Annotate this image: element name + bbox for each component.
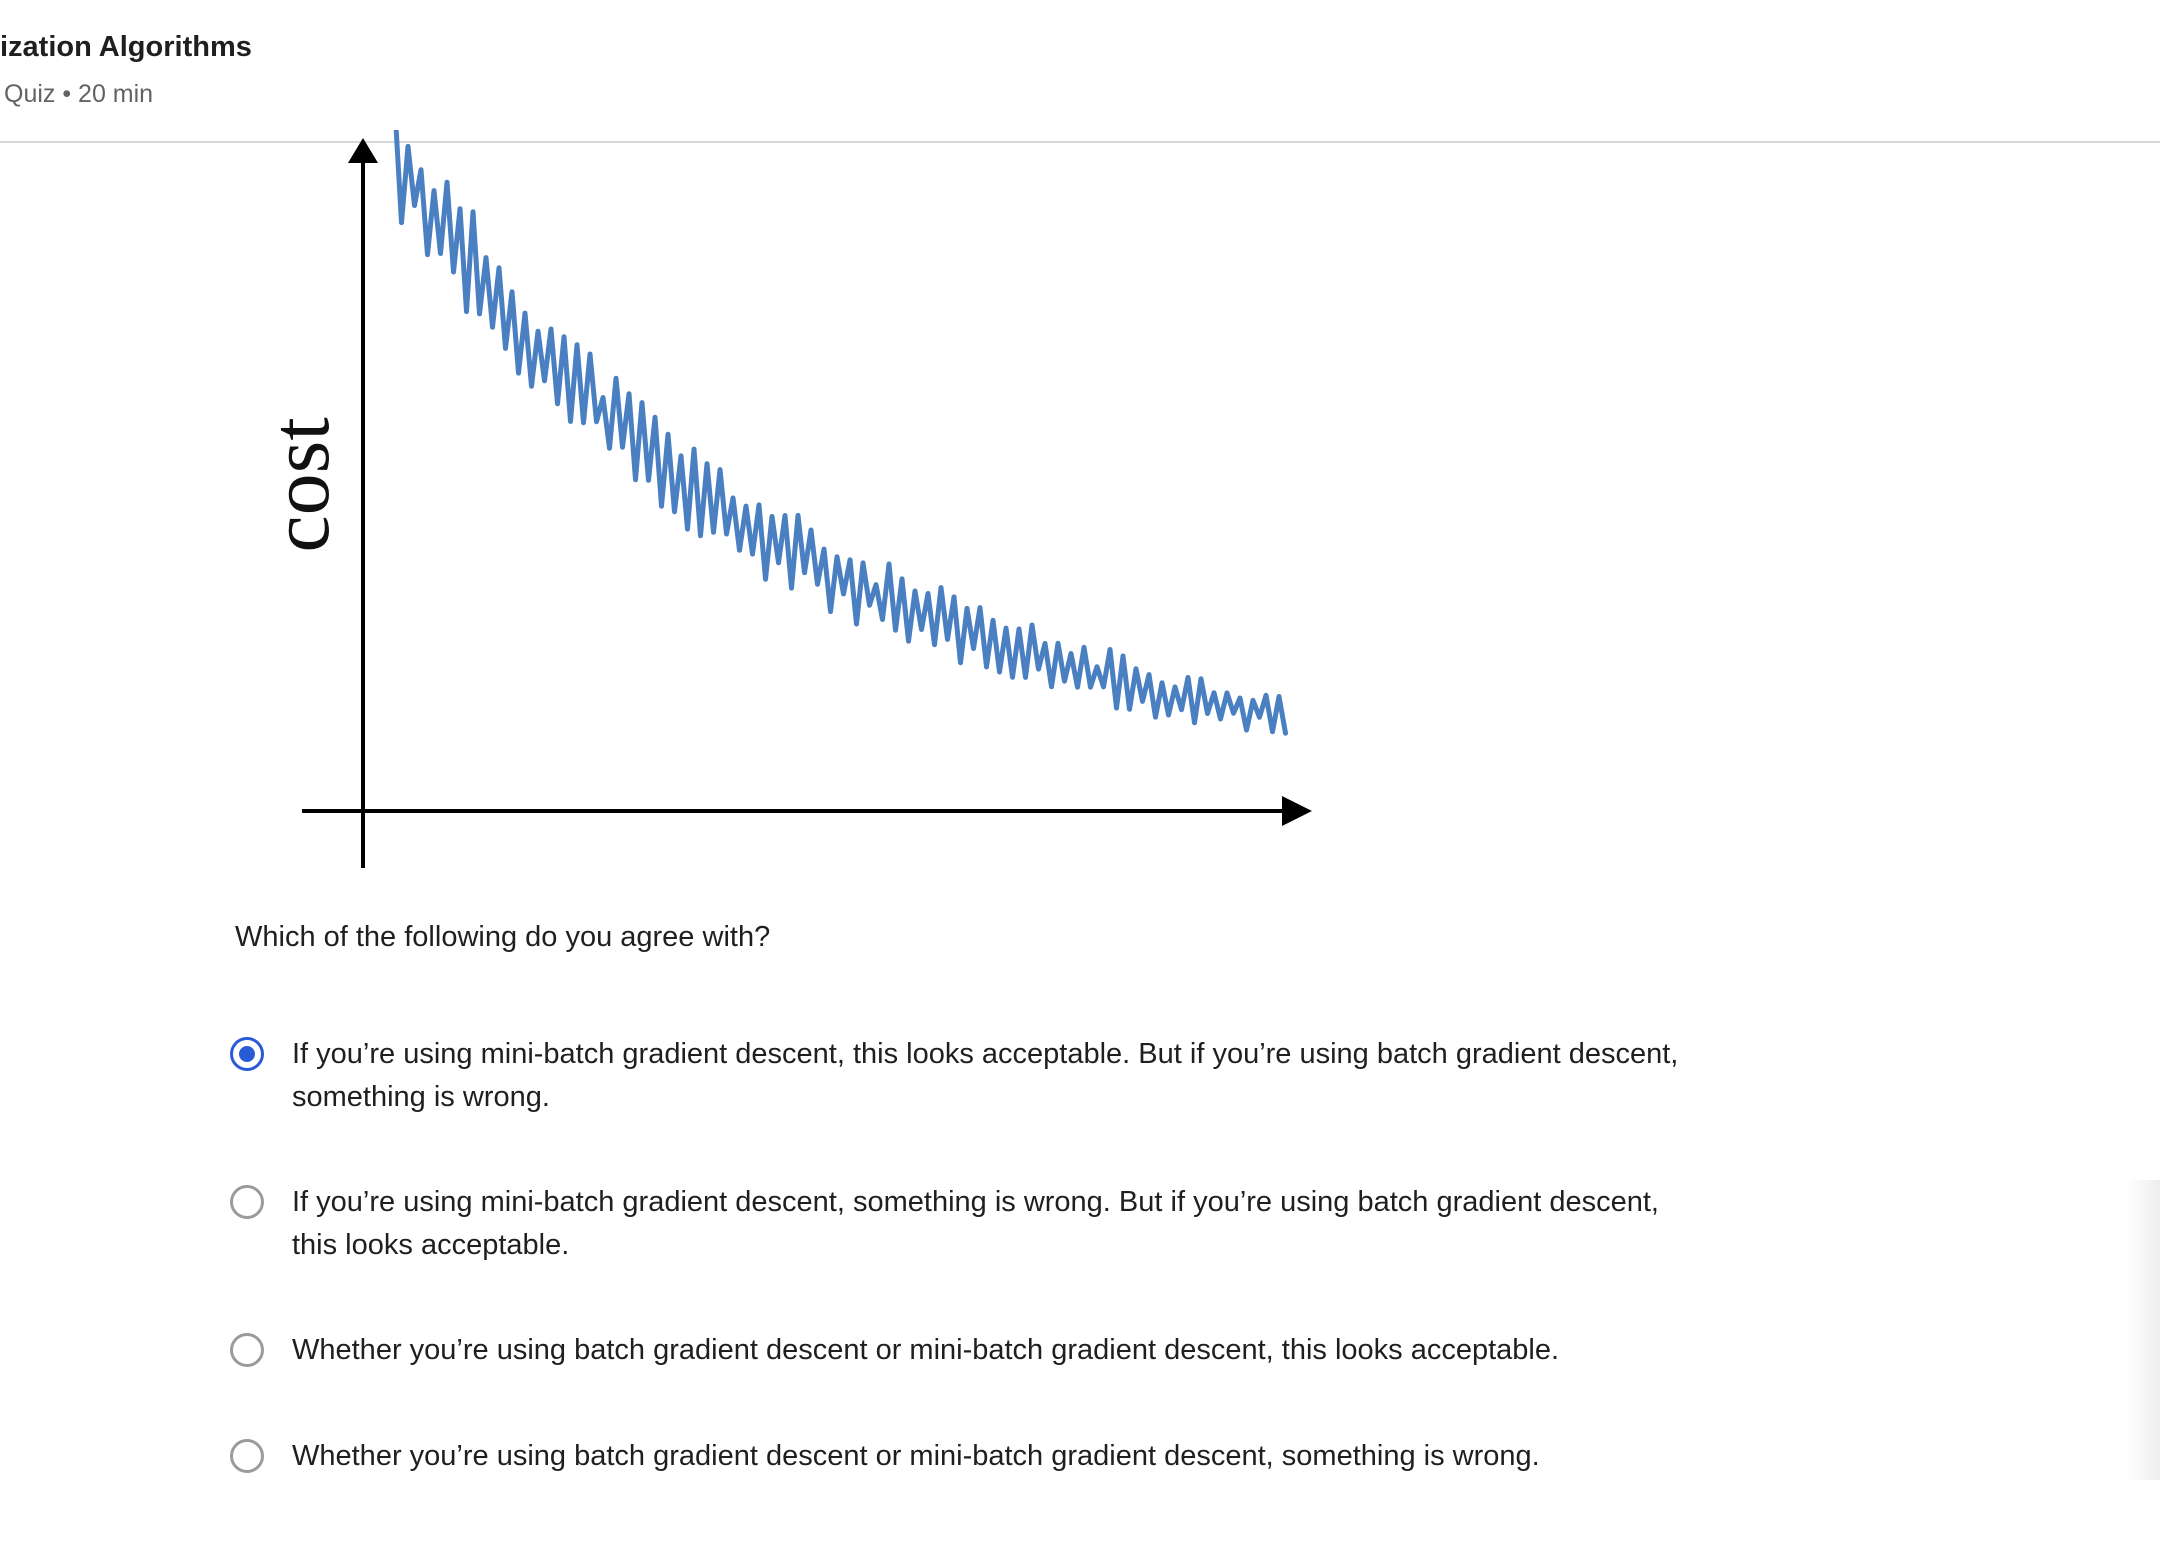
quiz-header: ization Algorithms Quiz • 20 min <box>0 0 2160 143</box>
option-1-label[interactable]: If you’re using mini-batch gradient desc… <box>292 1038 1679 1113</box>
cost-plot-figure: cost <box>254 130 1312 868</box>
radio-option-3[interactable] <box>230 1333 264 1367</box>
option-4-label[interactable]: Whether you’re using batch gradient desc… <box>292 1440 1540 1472</box>
cost-curve <box>393 130 1288 736</box>
question-prompt: Which of the following do you agree with… <box>235 921 771 953</box>
radio-option-4[interactable] <box>230 1439 264 1473</box>
option-2-label[interactable]: If you’re using mini-batch gradient desc… <box>292 1186 1659 1261</box>
scroll-edge-shadow <box>2126 1180 2160 1480</box>
y-axis-arrow <box>348 138 378 163</box>
x-axis-arrow <box>1282 796 1312 826</box>
quiz-meta: Quiz • 20 min <box>4 80 154 108</box>
option-3-label[interactable]: Whether you’re using batch gradient desc… <box>292 1334 1560 1366</box>
y-axis-label: cost <box>254 417 347 552</box>
radio-option-2[interactable] <box>230 1185 264 1219</box>
page-title: ization Algorithms <box>0 31 252 63</box>
radio-option-1[interactable] <box>230 1037 264 1071</box>
